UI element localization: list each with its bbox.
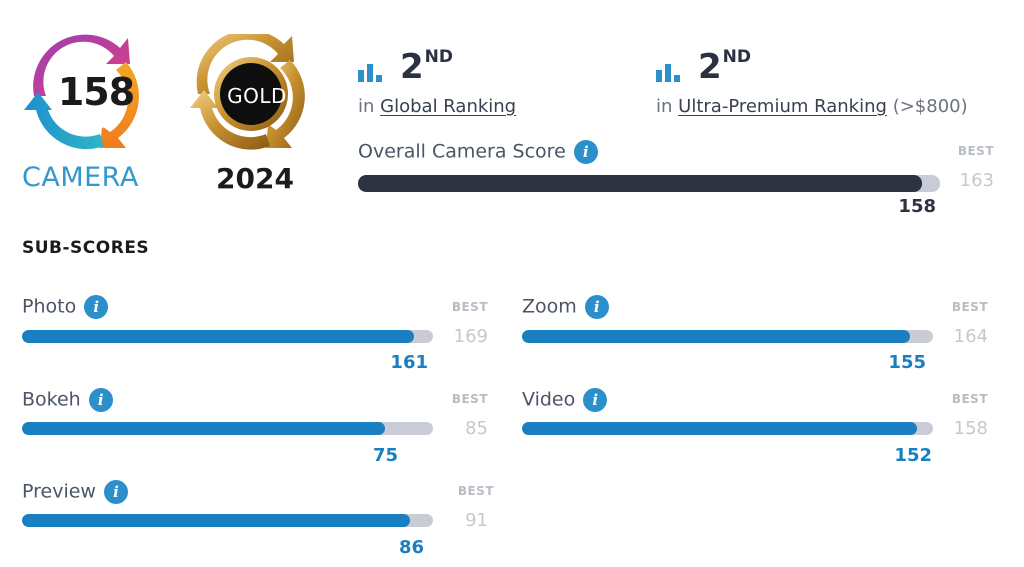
video-score-bar — [522, 422, 933, 435]
ultra-premium-ranking-position: 2ND — [698, 46, 752, 87]
overall-best-label: BEST — [957, 144, 994, 158]
zoom-best-label: BEST — [951, 300, 988, 314]
photo-score-bar — [22, 330, 433, 343]
preview-score-bar — [22, 514, 433, 527]
bokeh-best-value: 85 — [465, 418, 488, 439]
photo-score-value: 161 — [390, 352, 428, 373]
video-score-fill — [522, 422, 918, 435]
video-score-value: 152 — [894, 445, 932, 466]
preview-best-value: 91 — [465, 510, 488, 531]
bokeh-score-fill — [22, 422, 385, 435]
info-icon[interactable]: i — [583, 388, 608, 412]
photo-best-value: 169 — [453, 326, 488, 347]
global-ranking-position: 2ND — [400, 46, 454, 87]
bar-chart-icon — [656, 64, 680, 82]
global-ranking-label: in Global Ranking — [358, 96, 517, 117]
bokeh-best-label: BEST — [451, 392, 488, 406]
overall-score-bar — [358, 175, 940, 192]
subscore-zoom-label: Zoom i — [522, 295, 609, 319]
video-best-value: 158 — [953, 418, 988, 439]
overall-score-title: Overall Camera Score i — [358, 140, 598, 164]
bar-chart-icon — [358, 64, 382, 82]
subscores-heading: SUB-SCORES — [22, 238, 150, 258]
info-icon[interactable]: i — [88, 388, 113, 412]
preview-score-fill — [22, 514, 411, 527]
ranking-suffix: ND — [424, 46, 454, 67]
photo-best-label: BEST — [451, 300, 488, 314]
bokeh-score-bar — [22, 422, 433, 435]
info-icon[interactable]: i — [584, 295, 609, 319]
award-label: GOLD — [227, 84, 287, 108]
zoom-best-value: 164 — [953, 326, 988, 347]
ranking-suffix: ND — [722, 46, 752, 67]
zoom-score-value: 155 — [888, 352, 926, 373]
overall-score-value: 158 — [898, 196, 936, 217]
overall-best-value: 163 — [959, 170, 994, 191]
preview-score-value: 86 — [398, 537, 424, 558]
zoom-score-fill — [522, 330, 911, 343]
gold-award-badge — [190, 34, 305, 150]
zoom-score-bar — [522, 330, 933, 343]
subscore-video-label: Video i — [522, 388, 608, 412]
camera-score-badge — [24, 34, 139, 150]
global-ranking-link[interactable]: Global Ranking — [380, 96, 517, 117]
ultra-premium-ranking-link[interactable]: Ultra-Premium Ranking — [678, 96, 887, 117]
bokeh-score-value: 75 — [372, 445, 398, 466]
subscore-preview-label: Preview i — [22, 480, 128, 504]
award-year: 2024 — [216, 162, 294, 195]
video-best-label: BEST — [951, 392, 988, 406]
info-icon[interactable]: i — [573, 140, 598, 164]
overall-score-fill — [358, 175, 923, 192]
info-icon[interactable]: i — [103, 480, 128, 504]
subscore-bokeh-label: Bokeh i — [22, 388, 113, 412]
subscore-photo-label: Photo i — [22, 295, 109, 319]
camera-category-label: CAMERA — [22, 162, 139, 193]
ultra-premium-ranking-label: in Ultra-Premium Ranking (>$800) — [656, 96, 968, 117]
photo-score-fill — [22, 330, 414, 343]
info-icon[interactable]: i — [84, 295, 109, 319]
preview-best-label: BEST — [457, 484, 494, 498]
camera-score-value: 158 — [57, 70, 135, 114]
